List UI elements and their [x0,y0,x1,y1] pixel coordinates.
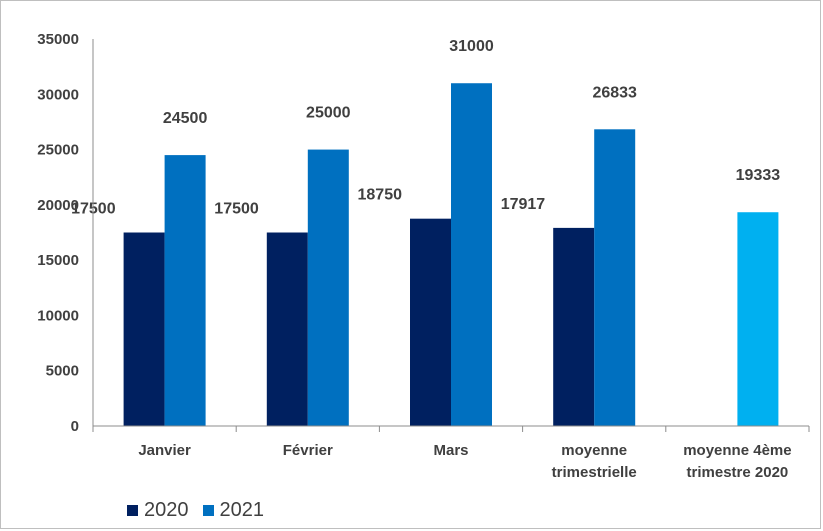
x-category-label: moyenne 4ème [683,442,791,459]
y-tick-label: 5000 [46,363,79,380]
x-category-label: trimestre 2020 [687,464,789,481]
x-category-label: trimestrielle [552,464,637,481]
y-tick-label: 0 [71,418,79,435]
bar-moyenne-4eme-trimestre-2020 [737,212,779,426]
data-label-2021: 26833 [592,84,637,101]
bar-2020 [410,218,451,426]
y-axis-tick-labels: 0 5000 10000 15000 20000 25000 30000 35000 [37,31,79,435]
legend-item-2021: 2021 [202,498,265,522]
data-label-2020: 18750 [358,187,403,204]
data-label-2021: 24500 [163,110,208,127]
legend-swatch-2020 [127,504,138,516]
data-label-2020: 17917 [501,196,546,213]
bar-2021 [594,129,636,426]
legend: 2020 2021 [127,497,264,523]
legend-label-2020: 2020 [144,498,189,521]
data-label-2020: 17500 [214,201,259,218]
y-tick-label: 30000 [37,86,79,103]
bar-2020 [266,232,308,426]
y-tick-label: 10000 [37,307,79,324]
x-category-label: moyenne [561,442,627,459]
y-tick-label: 20000 [37,197,79,214]
legend-swatch-2021 [202,504,214,516]
data-labels: 1750024500175002500018750310001791726833… [71,38,780,217]
x-category-label: Janvier [138,442,191,459]
x-axis-category-labels: Janvier Février Mars moyenne trimestrielle mo… [138,442,791,481]
bars [123,83,779,427]
y-tick-label: 15000 [37,252,79,269]
y-tick-label: 35000 [37,31,79,48]
bar-2020 [553,227,595,426]
data-label-moyenne-4eme-trimestre-2020: 19333 [736,167,781,184]
x-axis-ticks [92,426,810,432]
y-tick-label: 25000 [37,142,79,159]
data-label-2021: 31000 [449,38,494,55]
x-category-label: Mars [433,442,468,459]
legend-item-2020: 2020 [127,499,189,522]
x-category-label: Février [283,442,333,459]
legend-label-2021: 2021 [219,498,265,521]
bar-2021 [307,149,349,427]
bar-2021 [164,155,206,426]
data-label-2021: 25000 [306,105,351,122]
bar-2021 [451,83,492,426]
bar-2020 [123,232,165,426]
